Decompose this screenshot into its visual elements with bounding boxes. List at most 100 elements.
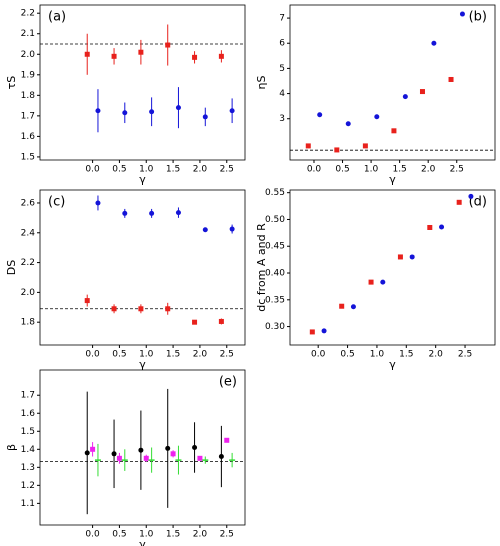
x-axis-label: γ xyxy=(139,358,146,371)
x-tick-label: 0.5 xyxy=(112,165,126,175)
marker xyxy=(111,53,117,59)
x-tick-label: 2.5 xyxy=(220,530,234,540)
x-tick-label: 1.0 xyxy=(370,350,385,360)
marker xyxy=(427,224,433,230)
marker xyxy=(350,304,356,310)
y-tick-label: 1.7 xyxy=(21,391,35,401)
x-axis-label: γ xyxy=(389,358,396,371)
x-axis-label: γ xyxy=(139,538,146,546)
marker xyxy=(334,147,340,153)
marker xyxy=(175,210,181,216)
y-tick-label: 0.50 xyxy=(265,215,285,225)
x-tick-label: 1.5 xyxy=(166,165,180,175)
y-tick-label: 1.3 xyxy=(21,463,35,473)
marker xyxy=(95,108,101,114)
y-tick-label: 2.2 xyxy=(21,9,35,19)
marker xyxy=(362,143,368,149)
marker xyxy=(229,108,235,114)
y-axis-label: β xyxy=(5,444,18,451)
y-axis-label: ηS xyxy=(255,76,268,90)
marker xyxy=(192,445,198,450)
y-tick-label: 1.2 xyxy=(21,481,35,491)
x-tick-label: 0.5 xyxy=(335,165,349,175)
marker xyxy=(456,199,462,205)
y-tick-label: 4 xyxy=(279,89,285,99)
y-tick-label: 1.8 xyxy=(21,318,36,328)
marker xyxy=(90,446,96,452)
x-tick-label: 0.0 xyxy=(85,165,100,175)
y-axis-label: τS xyxy=(5,76,18,90)
y-tick-label: 1.5 xyxy=(21,427,35,437)
marker xyxy=(202,114,208,120)
marker xyxy=(111,306,117,312)
marker xyxy=(218,53,224,59)
marker xyxy=(439,224,445,230)
marker xyxy=(459,11,465,17)
x-axis-label: γ xyxy=(139,173,146,186)
marker xyxy=(122,110,128,116)
x-tick-label: 2.0 xyxy=(193,530,208,540)
y-tick-label: 0.45 xyxy=(265,242,285,252)
marker xyxy=(374,114,380,120)
marker xyxy=(317,112,323,118)
marker xyxy=(321,328,327,334)
plot-frame xyxy=(39,189,246,346)
x-tick-label: 1.5 xyxy=(166,350,180,360)
x-tick-label: 1.0 xyxy=(139,530,154,540)
y-tick-label: 2.0 xyxy=(21,50,36,60)
y-tick-label: 2.2 xyxy=(21,258,35,268)
y-tick-label: 1.7 xyxy=(21,111,35,121)
plot-frame xyxy=(39,4,246,161)
x-tick-label: 2.0 xyxy=(421,165,436,175)
marker xyxy=(368,279,374,285)
y-tick-label: 3 xyxy=(279,114,285,124)
x-tick-label: 1.5 xyxy=(399,350,413,360)
x-tick-label: 2.0 xyxy=(429,350,444,360)
marker xyxy=(380,279,386,285)
x-tick-label: 2.5 xyxy=(458,350,472,360)
x-tick-label: 1.5 xyxy=(392,165,406,175)
marker xyxy=(218,318,224,324)
marker xyxy=(339,303,345,309)
marker xyxy=(84,51,90,57)
y-tick-label: 2.4 xyxy=(21,228,36,238)
marker xyxy=(309,329,315,335)
marker xyxy=(138,447,144,453)
x-tick-label: 0.0 xyxy=(85,350,100,360)
y-axis-label: DS xyxy=(5,260,18,275)
marker xyxy=(397,254,403,260)
panel-label: (a) xyxy=(48,10,66,25)
y-tick-label: 0.30 xyxy=(265,322,285,332)
y-tick-label: 0.40 xyxy=(265,269,285,279)
y-tick-label: 1.8 xyxy=(21,91,36,101)
marker xyxy=(165,306,171,312)
marker xyxy=(95,200,101,206)
marker xyxy=(116,455,122,461)
x-axis-label: γ xyxy=(389,173,396,186)
plot-frame xyxy=(289,4,496,161)
marker xyxy=(138,49,144,55)
x-tick-label: 2.0 xyxy=(193,165,208,175)
marker xyxy=(345,121,351,127)
x-tick-label: 0.0 xyxy=(311,350,326,360)
y-tick-label: 1.6 xyxy=(21,409,36,419)
x-tick-label: 1.0 xyxy=(139,165,154,175)
marker xyxy=(202,227,208,233)
marker xyxy=(468,193,474,199)
plot-frame xyxy=(39,369,246,526)
marker xyxy=(84,298,90,304)
marker xyxy=(175,105,181,111)
y-tick-label: 1.9 xyxy=(21,70,36,80)
panel-label: (b) xyxy=(469,10,487,25)
marker xyxy=(391,128,397,134)
x-tick-label: 0.5 xyxy=(112,530,126,540)
y-tick-label: 1.4 xyxy=(21,445,36,455)
marker xyxy=(122,210,128,216)
x-tick-label: 0.0 xyxy=(307,165,322,175)
y-tick-label: 2.0 xyxy=(21,288,36,298)
marker xyxy=(197,455,203,461)
y-tick-label: 0.55 xyxy=(265,188,285,198)
marker xyxy=(165,445,171,451)
y-tick-label: 6 xyxy=(279,39,285,49)
x-tick-label: 2.5 xyxy=(450,165,464,175)
